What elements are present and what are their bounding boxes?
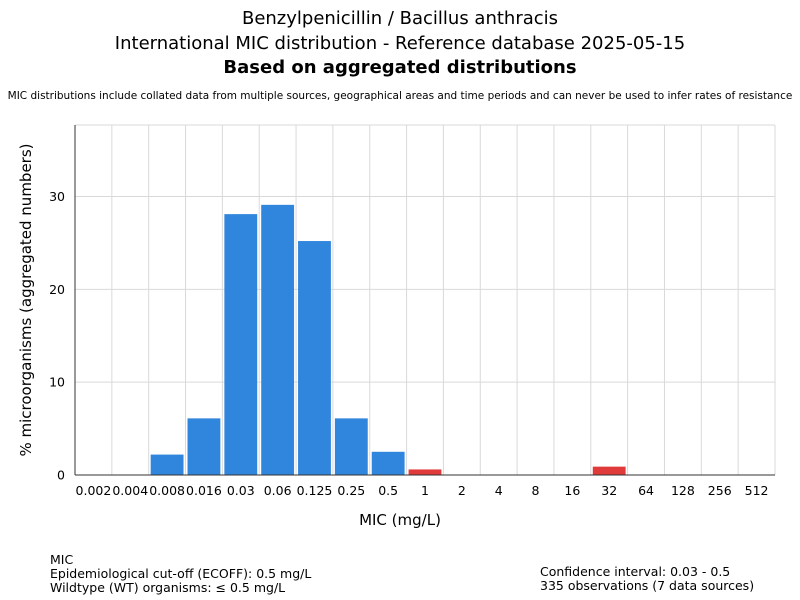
bar-0.016 xyxy=(187,418,221,475)
footer-observations: 335 observations (7 data sources) xyxy=(540,578,755,593)
x-tick-label: 0.016 xyxy=(186,483,222,498)
x-tick-label: 1 xyxy=(421,483,429,498)
x-tick-label: 0.5 xyxy=(378,483,398,498)
bar-0.25 xyxy=(334,418,368,475)
footer-right: Confidence interval: 0.03 - 0.5 335 obse… xyxy=(540,565,754,593)
bar-series xyxy=(150,204,626,475)
x-tick-label: 0.002 xyxy=(76,483,112,498)
bar-0.06 xyxy=(261,204,295,475)
x-tick-label: 2 xyxy=(458,483,466,498)
footer-confidence-interval: Confidence interval: 0.03 - 0.5 xyxy=(540,564,731,579)
x-tick-label: 0.25 xyxy=(337,483,365,498)
chart-subtitle: International MIC distribution - Referen… xyxy=(114,33,686,54)
x-tick-label: 8 xyxy=(532,483,540,498)
footer-left: MIC Epidemiological cut-off (ECOFF): 0.5… xyxy=(50,553,311,595)
x-tick-label: 16 xyxy=(564,483,580,498)
footer-wildtype: Wildtype (WT) organisms: ≤ 0.5 mg/L xyxy=(50,580,286,595)
x-tick-label: 0.03 xyxy=(227,483,255,498)
axes xyxy=(74,125,775,476)
footer-mic-label: MIC xyxy=(50,552,74,567)
x-tick-label: 0.125 xyxy=(297,483,333,498)
x-tick-label: 128 xyxy=(671,483,695,498)
chart-basis-heading: Based on aggregated distributions xyxy=(223,57,577,78)
x-tick-label: 32 xyxy=(601,483,617,498)
y-tick-label: 20 xyxy=(49,282,65,297)
bar-0.5 xyxy=(371,451,405,475)
y-axis-label: % microorganisms (aggregated numbers) xyxy=(17,143,35,456)
x-tick-labels: 0.002 0.004 0.008 0.016 0.03 0.06 0.125 0.25 0.5… xyxy=(76,483,769,498)
y-tick-labels: 0 10 20 30 xyxy=(49,189,65,483)
y-tick-label: 30 xyxy=(49,189,65,204)
gridlines xyxy=(75,124,776,475)
bar-0.03 xyxy=(224,214,258,475)
x-tick-label: 256 xyxy=(708,483,732,498)
x-axis-label: MIC (mg/L) xyxy=(359,511,441,529)
x-tick-label: 0.06 xyxy=(264,483,292,498)
bar-32 xyxy=(592,466,626,475)
y-tick-label: 10 xyxy=(49,375,65,390)
bar-0.125 xyxy=(298,241,331,475)
x-tick-label: 64 xyxy=(638,483,654,498)
footer-ecoff: Epidemiological cut-off (ECOFF): 0.5 mg/… xyxy=(50,566,312,581)
chart-title: Benzylpenicillin / Bacillus anthracis xyxy=(241,8,559,29)
disclaimer-note: MIC distributions include collated data … xyxy=(7,90,793,102)
y-tick-label: 0 xyxy=(57,468,65,483)
x-tick-label: 0.008 xyxy=(149,483,185,498)
bar-1 xyxy=(408,469,442,475)
x-tick-label: 4 xyxy=(495,483,503,498)
x-tick-label: 512 xyxy=(745,483,769,498)
x-tick-label: 0.004 xyxy=(112,483,148,498)
bar-0.008 xyxy=(150,454,184,475)
